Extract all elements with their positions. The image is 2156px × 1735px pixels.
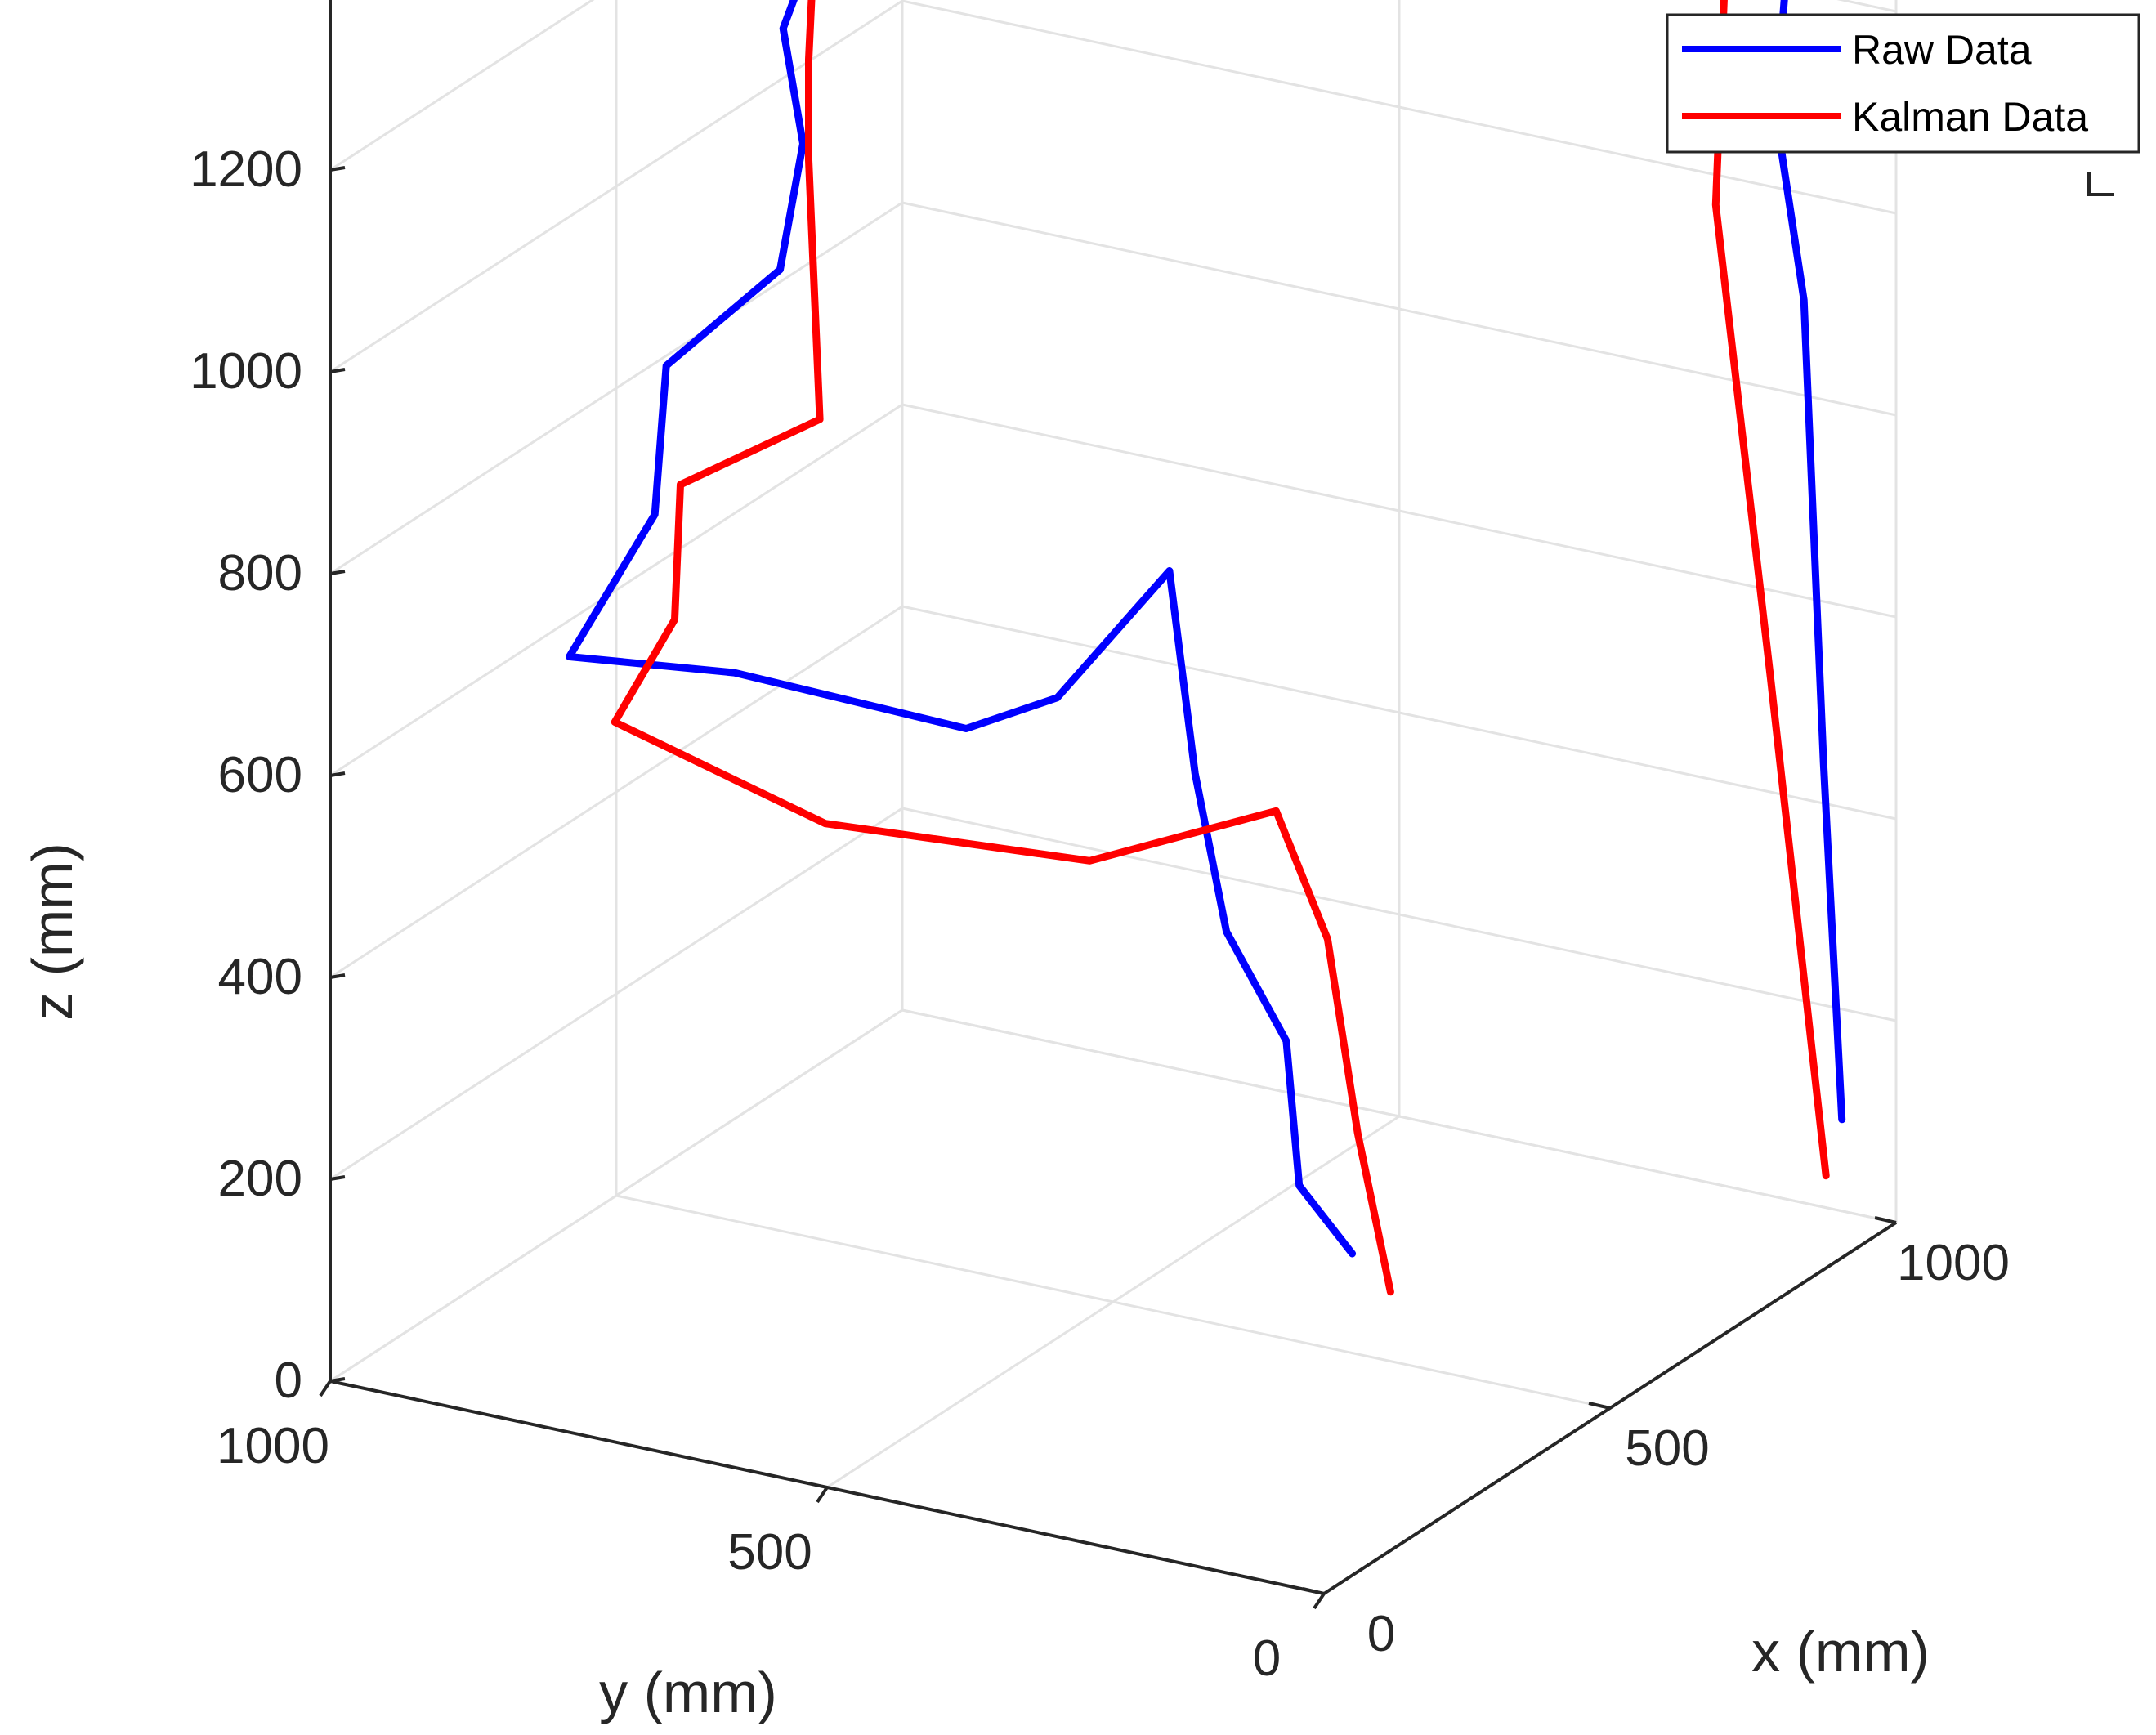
legend-label-raw: Raw Data xyxy=(1852,27,2032,73)
y-tick-mark xyxy=(1313,1592,1326,1610)
z-tick-label: 1000 xyxy=(190,343,302,400)
raw-data-line xyxy=(566,0,1846,1258)
floor-grid-line xyxy=(826,1115,1400,1489)
z-tick-mark xyxy=(329,368,346,373)
back-wall-grid-line xyxy=(329,0,595,172)
x-tick-label: 1000 xyxy=(1897,1235,2010,1291)
y-tick-label: 0 xyxy=(1253,1630,1281,1687)
legend-box xyxy=(1666,13,2140,154)
z-tick-mark xyxy=(329,1377,346,1383)
y-tick-label: 1000 xyxy=(217,1418,329,1474)
corner-mark xyxy=(2087,172,2114,196)
x-tick-mark xyxy=(1302,1587,1325,1595)
y-tick-mark xyxy=(816,1486,829,1504)
z-tick-label: 200 xyxy=(218,1151,302,1207)
z-axis-label: z (mm) xyxy=(20,843,84,1021)
y-axis-label: y (mm) xyxy=(599,1661,777,1724)
legend[interactable]: Raw Data Kalman Data xyxy=(1666,13,2140,154)
tick-labels: 0200400600800100012001400050010000500100… xyxy=(190,141,2010,1687)
z-tick-label: 400 xyxy=(218,949,302,1005)
z-tick-mark xyxy=(329,973,346,979)
x-tick-label: 500 xyxy=(1625,1420,1709,1477)
x-tick-mark xyxy=(1874,1216,1897,1224)
x-axis-label: x (mm) xyxy=(1751,1620,1930,1684)
axes xyxy=(319,0,1898,1610)
y-tick-mark xyxy=(319,1380,332,1397)
z-tick-label: 0 xyxy=(275,1353,302,1409)
grid-lines xyxy=(329,0,1898,1595)
z-tick-mark xyxy=(329,771,346,777)
kalman-data-line xyxy=(611,0,1830,1296)
legend-label-kalman: Kalman Data xyxy=(1852,94,2088,140)
z-tick-mark xyxy=(329,570,346,575)
z-tick-mark xyxy=(329,1175,346,1181)
z-tick-label: 600 xyxy=(218,747,302,803)
z-tick-label: 1200 xyxy=(190,141,302,198)
z-tick-mark xyxy=(329,166,346,172)
x-tick-label: 0 xyxy=(1367,1606,1395,1662)
z-tick-label: 800 xyxy=(218,545,302,601)
x-tick-mark xyxy=(1588,1402,1611,1410)
series-lines xyxy=(566,0,1846,1296)
y-tick-label: 500 xyxy=(727,1524,812,1581)
